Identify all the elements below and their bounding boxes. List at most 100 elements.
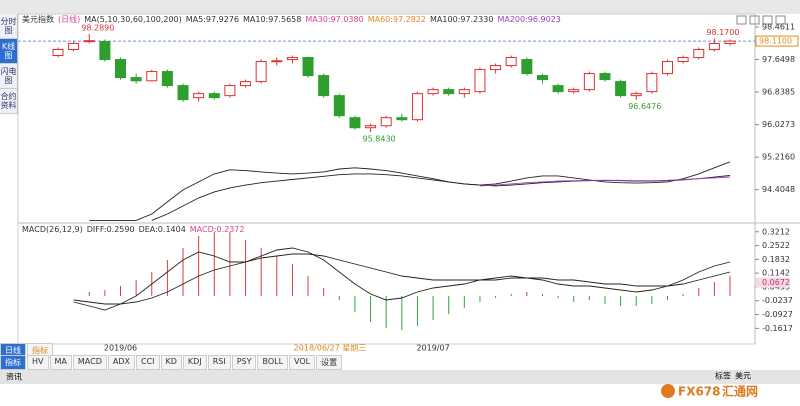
candle-body [208,93,220,99]
side-tab[interactable]: 闪电图 [0,64,17,89]
indicator-tab[interactable]: VOL [289,355,316,370]
header-line: MACD(26,12,9) DIFF:0.2590 DEA:0.1404 MACD:0… [22,225,244,234]
candle-body [505,57,517,67]
logo-icon [661,384,675,398]
side-tab[interactable]: K线图 [0,39,17,64]
last-price-label: 98.1100 [759,37,792,46]
indicator-line [73,253,731,305]
indicator-tab[interactable]: CCI [135,355,160,370]
y-tick-label: 0.2522 [762,241,790,250]
candle-body [365,125,377,129]
candle-body [615,81,627,97]
header-item: MA5:97.9276 [186,15,239,24]
extreme-label: 96.6476 [628,102,661,111]
indicator-tabs: 指标 HV MA MACD ADX CCI KD KDJ RSI PSY BOLL VOL 设置 [0,355,343,370]
top-strip [0,0,800,14]
logo-cn: 汇通网 [722,384,758,399]
indicator-tab[interactable]: MA [49,355,72,370]
candle-body [83,40,95,43]
candle-body [521,59,533,75]
x-tick-label: 2019/06 [104,344,137,353]
y-tick-label: 0.1832 [762,255,790,264]
period-tab[interactable]: 日线 [0,343,26,358]
indicator-tab[interactable]: HV [27,355,49,370]
candle-body [318,75,330,97]
candle-body [380,117,392,127]
y-tick-label: 94.4048 [762,185,795,194]
cursor-date: 2018/06/27 星期三 [294,344,367,353]
y-tick-label: 95.2160 [762,153,795,162]
candle-body [443,89,455,95]
header-item: MA60:97.2822 [368,15,426,24]
candle-body [536,75,548,81]
candle-body [458,89,470,95]
y-tick-label: -0.1617 [762,324,793,333]
indicator-tab[interactable]: KD [160,355,182,370]
candle-body [68,42,80,50]
candle-body [677,57,689,63]
indicator-tab[interactable]: ADX [107,355,135,370]
header-item: MA(5,10,30,60,100,200) [84,15,182,24]
plot-frame [17,13,756,345]
header-item: MA30:97.0380 [305,15,363,24]
candle-body [568,89,580,93]
y-tick-label: 0.3212 [762,227,790,236]
candle-body [411,93,423,121]
candle-body [661,61,673,75]
header-item: 美元指数 [22,14,54,24]
y-tick-label: 98.4611 [762,22,795,31]
y-tick-label: 96.0273 [762,120,795,129]
candle-body [474,69,486,93]
candle-body [490,65,502,71]
candle-body [286,57,298,61]
indicator-tab[interactable]: PSY [231,355,257,370]
period-tabs: 日线 指标 [0,343,53,358]
candle-body [583,73,595,91]
extreme-label: 98.1700 [706,28,739,37]
candle-body [255,61,267,83]
candle-body [724,40,736,44]
candle-body [240,81,252,87]
extreme-label: 95.8430 [363,135,396,144]
x-tick-label: 2019/07 [416,344,449,353]
last-value-label: 0.0672 [762,278,790,287]
indicator-tab[interactable]: KDJ [182,355,207,370]
side-tab[interactable]: 合约资料 [0,89,17,114]
tag-label: 标签 [715,371,731,381]
candle-body [177,85,189,101]
candle-body [271,60,283,63]
header-item: MACD:0.2372 [190,225,245,234]
news-tab[interactable]: 资讯 [6,372,22,382]
candle-body [52,48,64,57]
header-item: MA10:97.5658 [243,15,301,24]
news-bar [0,370,800,384]
candle-body [552,85,564,93]
last-value-box [756,277,790,288]
candle-body [349,117,361,129]
indicator-line [479,176,731,187]
candle-body [708,42,720,50]
candle-body [646,73,658,93]
last-price-box [755,35,799,47]
indicator-tab[interactable]: 指标 [0,355,26,370]
side-tab[interactable]: 分时图 [0,14,17,39]
candle-body [427,89,439,95]
indicator-line [89,161,731,221]
window-buttons[interactable] [736,15,786,25]
candle-body [161,71,173,87]
indicator-tab[interactable]: 设置 [316,355,343,370]
indicator-tab[interactable]: RSI [207,355,231,370]
logo: FX678 [678,385,721,399]
header-line: 美元指数 (日线) MA(5,10,30,60,100,200) MA5:97.927… [22,14,561,24]
candle-body [630,93,642,97]
indicator-tab[interactable]: MACD [72,355,107,370]
candle-body [693,48,705,59]
y-tick-label: 96.8385 [762,88,795,97]
symbol-label: 美元 [735,371,751,381]
y-tick-label: -0.0927 [762,310,793,319]
indicator-tab[interactable]: BOLL [257,355,289,370]
candle-body [396,117,408,121]
header-item: DEA:0.1404 [139,225,186,234]
